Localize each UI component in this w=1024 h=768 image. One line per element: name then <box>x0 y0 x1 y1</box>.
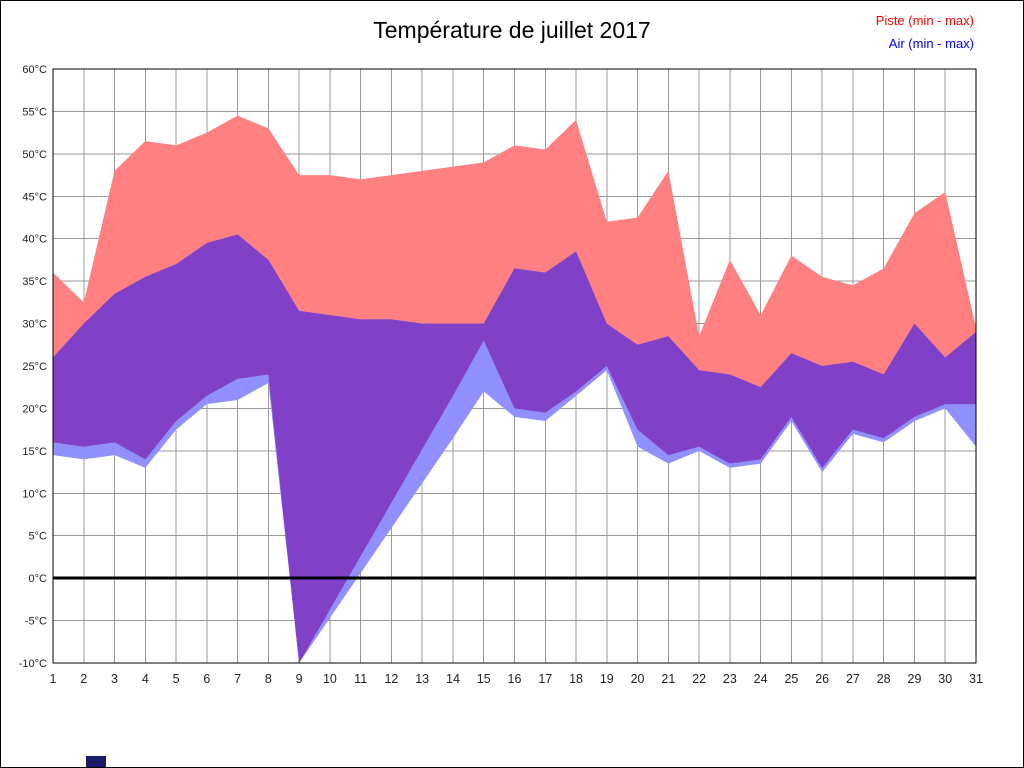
x-tick-label: 21 <box>661 672 675 686</box>
x-tick-label: 24 <box>754 672 768 686</box>
x-tick-label: 23 <box>723 672 737 686</box>
x-tick-label: 26 <box>815 672 829 686</box>
legend-piste-label: Piste (min - max) <box>875 13 974 28</box>
x-tick-label: 30 <box>938 672 952 686</box>
y-tick-label: 55°C <box>22 106 47 118</box>
x-tick-label: 15 <box>477 672 491 686</box>
y-tick-label: 10°C <box>22 488 47 500</box>
x-tick-label: 20 <box>631 672 645 686</box>
x-tick-label: 4 <box>142 672 149 686</box>
y-tick-label: 5°C <box>29 531 48 543</box>
plot-border <box>52 68 977 664</box>
y-axis-labels: 60°C 55°C 50°C 45°C 40°C 35°C 30°C 25°C 20°C 15°C… <box>19 64 47 670</box>
x-tick-label: 8 <box>265 672 272 686</box>
y-tick-label: 60°C <box>22 64 47 76</box>
x-tick-label: 1 <box>50 672 57 686</box>
x-tick-label: 27 <box>846 672 860 686</box>
y-tick-label: -10°C <box>19 658 47 670</box>
x-tick-label: 12 <box>384 672 398 686</box>
y-tick-label: 50°C <box>22 149 47 161</box>
x-tick-label: 16 <box>508 672 522 686</box>
y-tick-label: 0°C <box>29 573 48 585</box>
x-tick-label: 3 <box>111 672 118 686</box>
y-tick-label: 45°C <box>22 191 47 203</box>
x-tick-label: 6 <box>203 672 210 686</box>
x-tick-label: 13 <box>415 672 429 686</box>
y-tick-label: 35°C <box>22 276 47 288</box>
x-tick-label: 29 <box>908 672 922 686</box>
x-tick-label: 28 <box>877 672 891 686</box>
x-tick-label: 17 <box>538 672 552 686</box>
x-tick-label: 19 <box>600 672 614 686</box>
x-tick-label: 11 <box>354 672 367 686</box>
x-tick-label: 9 <box>296 672 303 686</box>
x-tick-label: 31 <box>969 672 983 686</box>
bands <box>53 115 976 663</box>
legend-air-label: Air (min - max) <box>888 36 974 51</box>
x-tick-label: 14 <box>446 672 460 686</box>
x-tick-label: 10 <box>323 672 337 686</box>
overlap-band <box>53 234 976 663</box>
chart-legend: Piste (min - max) Air (min - max) <box>876 9 974 55</box>
y-tick-label: 40°C <box>22 234 47 246</box>
chart-title: Température de juillet 2017 <box>373 17 651 43</box>
x-tick-label: 5 <box>173 672 180 686</box>
y-tick-label: 25°C <box>22 361 47 373</box>
x-tick-label: 25 <box>784 672 798 686</box>
bottom-left-marker <box>86 756 106 767</box>
y-tick-label: 20°C <box>22 403 47 415</box>
y-tick-label: 30°C <box>22 319 47 331</box>
y-tick-label: 15°C <box>22 446 47 458</box>
x-tick-label: 7 <box>234 672 241 686</box>
x-axis-labels: 1 2 3 4 5 6 7 8 9 10 11 12 13 14 15 16 17 18 19 20 21 22 23 24 2… <box>50 672 983 686</box>
y-tick-label: -5°C <box>25 616 47 628</box>
x-tick-label: 18 <box>569 672 583 686</box>
x-tick-label: 2 <box>80 672 87 686</box>
x-tick-label: 22 <box>692 672 706 686</box>
